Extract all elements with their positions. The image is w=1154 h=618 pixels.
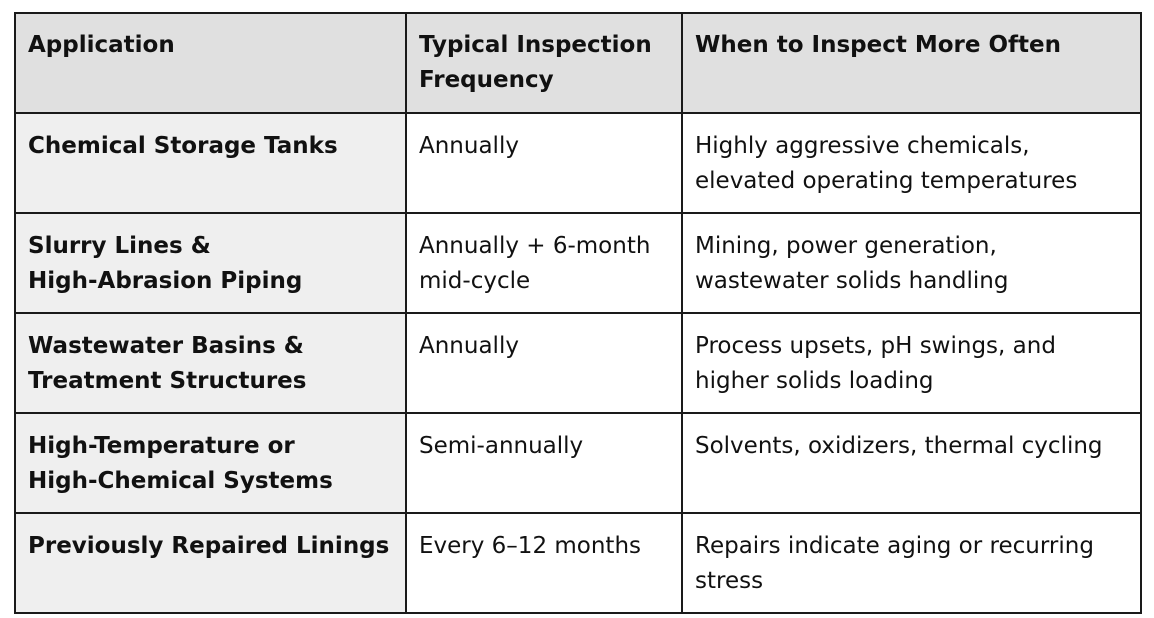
when-cell: Mining, power generation, wastewater sol… bbox=[681, 212, 1142, 314]
cell-line: higher solids loading bbox=[695, 368, 934, 394]
frequency-cell: Annually + 6-month mid-cycle bbox=[405, 212, 683, 314]
cell-line: Slurry Lines & bbox=[28, 233, 211, 259]
table-row: Wastewater Basins & Treatment Structures… bbox=[14, 312, 1142, 414]
cell-line: Annually + 6-month bbox=[419, 233, 651, 259]
cell-line: Every 6–12 months bbox=[419, 533, 642, 559]
cell-line: Solvents, oxidizers, thermal cycling bbox=[695, 433, 1103, 459]
cell-line: Chemical Storage Tanks bbox=[28, 133, 338, 159]
cell-line: High-Temperature or bbox=[28, 433, 295, 459]
header-line: Typical Inspection bbox=[419, 32, 652, 58]
inspection-frequency-table-wrapper: Application Typical Inspection Frequency… bbox=[14, 12, 1142, 614]
application-cell: High-Temperature or High-Chemical System… bbox=[14, 412, 407, 514]
table-header: Application Typical Inspection Frequency… bbox=[14, 12, 1142, 114]
header-application: Application bbox=[14, 12, 407, 114]
application-cell: Chemical Storage Tanks bbox=[14, 112, 407, 214]
when-cell: Solvents, oxidizers, thermal cycling bbox=[681, 412, 1142, 514]
frequency-cell: Semi-annually bbox=[405, 412, 683, 514]
application-cell: Wastewater Basins & Treatment Structures bbox=[14, 312, 407, 414]
when-cell: Process upsets, pH swings, and higher so… bbox=[681, 312, 1142, 414]
cell-line: High-Chemical Systems bbox=[28, 468, 333, 494]
application-cell: Previously Repaired Linings bbox=[14, 512, 407, 614]
inspection-frequency-table: Application Typical Inspection Frequency… bbox=[14, 12, 1142, 614]
table-row: High-Temperature or High-Chemical System… bbox=[14, 412, 1142, 514]
frequency-cell: Annually bbox=[405, 112, 683, 214]
when-cell: Highly aggressive chemicals, elevated op… bbox=[681, 112, 1142, 214]
cell-line: High-Abrasion Piping bbox=[28, 268, 303, 294]
cell-line: Wastewater Basins & bbox=[28, 333, 304, 359]
cell-line: elevated operating temperatures bbox=[695, 168, 1078, 194]
header-line: When to Inspect More Often bbox=[695, 32, 1062, 58]
header-row: Application Typical Inspection Frequency… bbox=[14, 12, 1142, 114]
cell-line: Mining, power generation, bbox=[695, 233, 997, 259]
header-line: Application bbox=[28, 32, 175, 58]
header-line: Frequency bbox=[419, 67, 554, 93]
header-typical-frequency: Typical Inspection Frequency bbox=[405, 12, 683, 114]
table-row: Slurry Lines & High-Abrasion Piping Annu… bbox=[14, 212, 1142, 314]
cell-line: Annually bbox=[419, 333, 519, 359]
table-row: Previously Repaired Linings Every 6–12 m… bbox=[14, 512, 1142, 614]
cell-line: wastewater solids handling bbox=[695, 268, 1009, 294]
cell-line: Repairs indicate aging or recurring bbox=[695, 533, 1094, 559]
cell-line: Annually bbox=[419, 133, 519, 159]
header-when-to-inspect: When to Inspect More Often bbox=[681, 12, 1142, 114]
cell-line: Previously Repaired Linings bbox=[28, 533, 390, 559]
table-row: Chemical Storage Tanks Annually Highly a… bbox=[14, 112, 1142, 214]
cell-line: Process upsets, pH swings, and bbox=[695, 333, 1056, 359]
application-cell: Slurry Lines & High-Abrasion Piping bbox=[14, 212, 407, 314]
frequency-cell: Annually bbox=[405, 312, 683, 414]
cell-line: Treatment Structures bbox=[28, 368, 307, 394]
cell-line: Highly aggressive chemicals, bbox=[695, 133, 1030, 159]
cell-line: Semi-annually bbox=[419, 433, 584, 459]
cell-line: mid-cycle bbox=[419, 268, 531, 294]
frequency-cell: Every 6–12 months bbox=[405, 512, 683, 614]
cell-line: stress bbox=[695, 568, 764, 594]
table-body: Chemical Storage Tanks Annually Highly a… bbox=[14, 112, 1142, 614]
when-cell: Repairs indicate aging or recurring stre… bbox=[681, 512, 1142, 614]
